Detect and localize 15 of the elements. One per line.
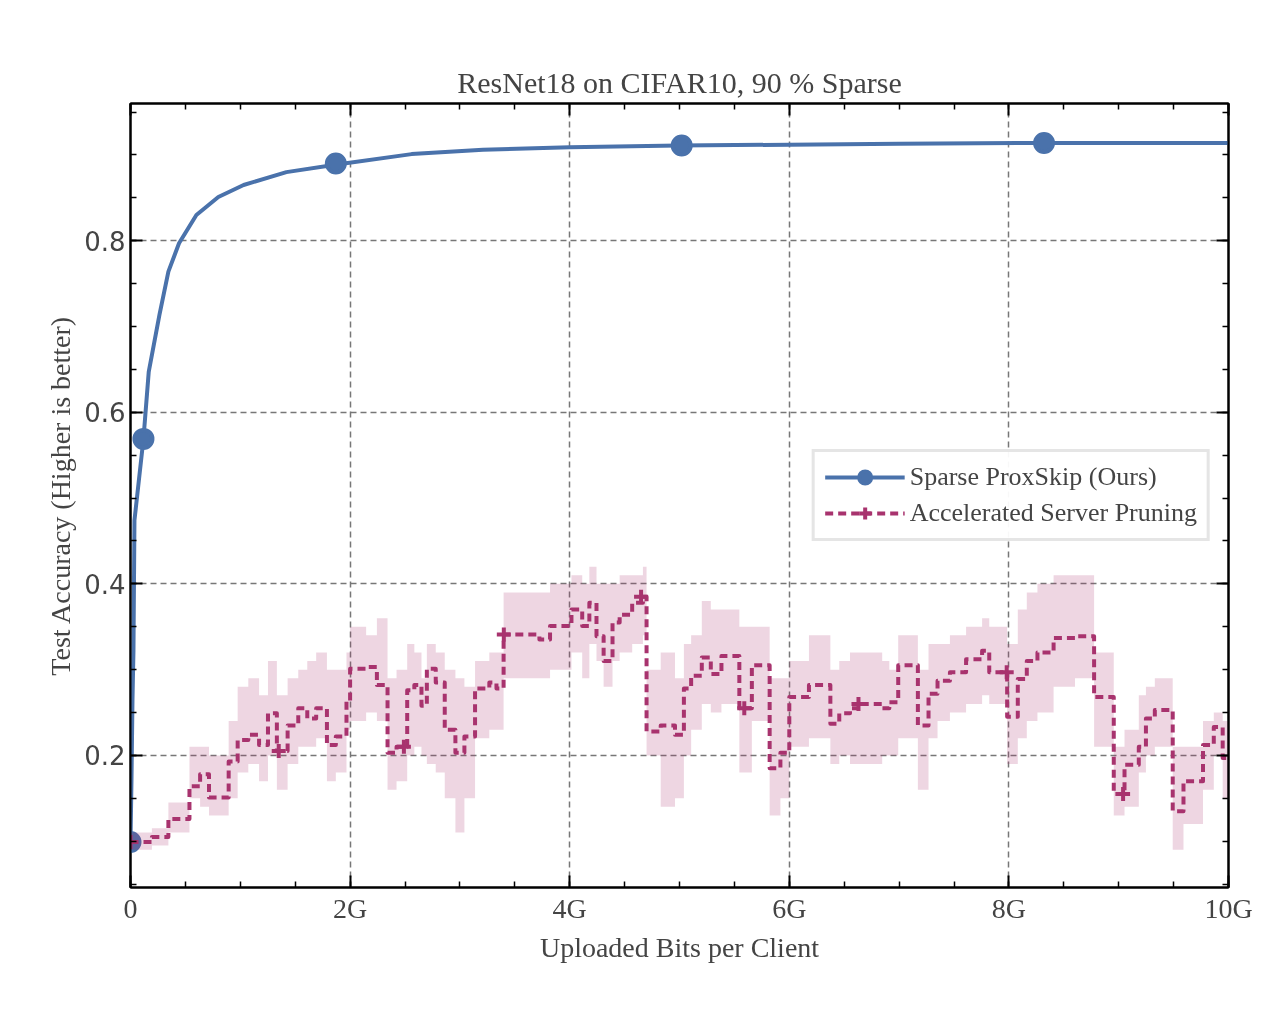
y-tick-label: 0.8: [84, 226, 126, 257]
y-tick-label: 0.4: [84, 569, 126, 600]
x-tick-label: 8G: [991, 892, 1027, 924]
y-tick-label: 0.6: [84, 398, 126, 429]
x-axis-title: Uploaded Bits per Client: [539, 931, 820, 963]
x-tick-label: 4G: [552, 892, 587, 924]
legend-label: Accelerated Server Pruning: [909, 498, 1197, 528]
x-tick-label: 0: [123, 892, 138, 924]
y-axis-title: Test Accuracy (Higher is better): [45, 316, 77, 676]
legend-label: Sparse ProxSkip (Ours): [909, 462, 1157, 492]
x-tick-label: 2G: [332, 892, 368, 924]
x-tick-label: 10G: [1204, 892, 1253, 924]
x-tick-label: 6G: [772, 892, 807, 924]
chart-title: ResNet18 on CIFAR10, 90 % Sparse: [457, 65, 902, 99]
y-tick-label: 0.2: [84, 741, 126, 772]
